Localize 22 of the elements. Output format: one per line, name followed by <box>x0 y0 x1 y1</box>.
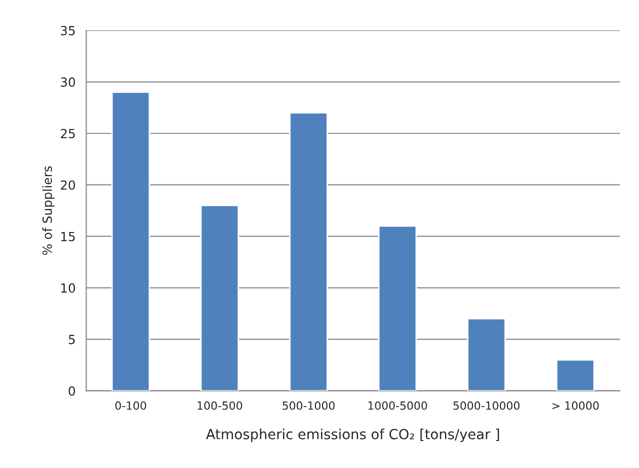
x-tick-label: 5000-10000 <box>453 401 520 410</box>
y-tick-label: 5 <box>68 334 75 344</box>
bar <box>467 318 506 391</box>
y-tick-label: 35 <box>60 26 75 36</box>
bar <box>289 112 328 391</box>
y-axis-title: % of Suppliers <box>42 166 54 255</box>
y-tick-label: 0 <box>68 386 76 396</box>
y-tick-label: 20 <box>60 180 76 190</box>
x-axis-title: Atmospheric emissions of CO₂ [tons/year ] <box>206 428 499 442</box>
x-tick-label: 0-100 <box>115 401 146 410</box>
x-tick-label: 500-1000 <box>282 401 335 410</box>
y-tick-label: 25 <box>60 128 75 138</box>
bar <box>378 225 417 391</box>
bar <box>111 92 150 391</box>
x-tick-label: > 10000 <box>552 401 599 410</box>
x-tick-label: 100-500 <box>198 401 242 410</box>
y-tick-label: 10 <box>61 283 76 293</box>
bar <box>200 204 240 391</box>
bar <box>556 359 595 391</box>
x-tick-label: 1000-5000 <box>368 401 428 410</box>
y-tick-label: 15 <box>61 232 75 242</box>
y-tick-label: 30 <box>60 77 76 87</box>
